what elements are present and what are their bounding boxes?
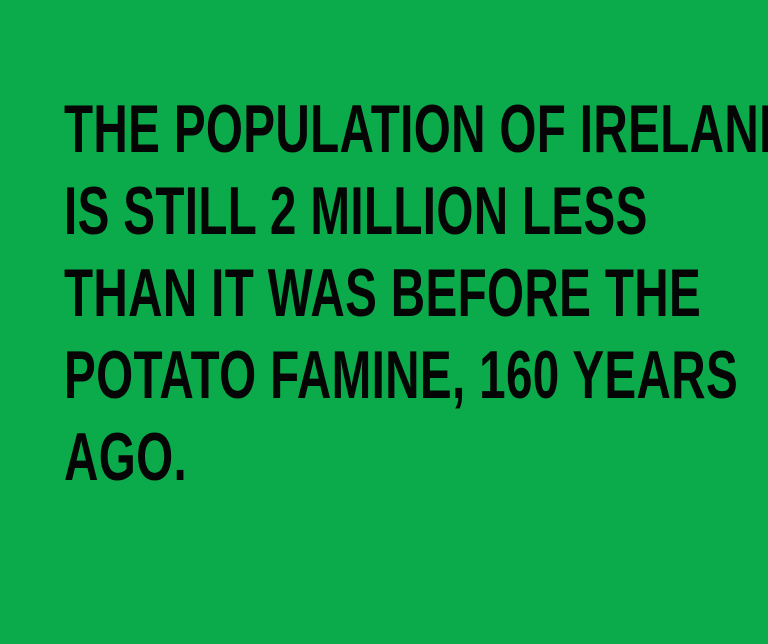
fact-line-2: IS STILL 2 MILLION LESS: [64, 173, 648, 249]
fact-line-3: THAN IT WAS BEFORE THE: [64, 255, 702, 331]
fact-line-4: POTATO FAMINE, 160 YEARS: [64, 337, 739, 413]
fact-text: THE POPULATION OF IRELAND IS STILL 2 MIL…: [64, 88, 768, 498]
fact-line-1: THE POPULATION OF IRELAND: [64, 91, 768, 167]
fact-line-5: AGO.: [64, 419, 188, 495]
